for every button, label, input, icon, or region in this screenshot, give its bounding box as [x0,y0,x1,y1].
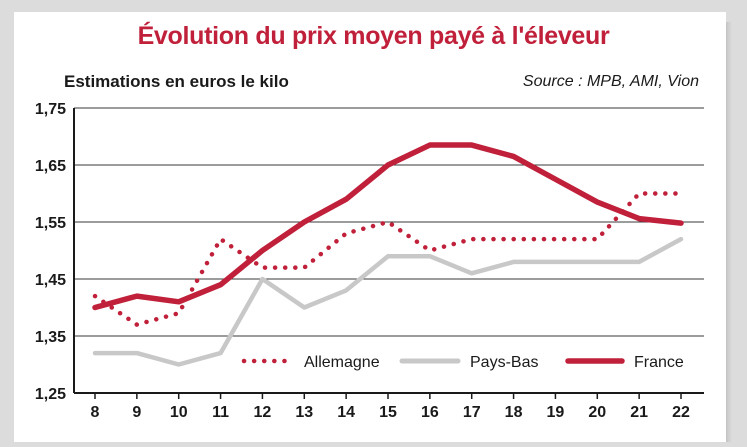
legend-label-france: France [634,354,684,371]
x-tick-label: 13 [295,404,313,421]
y-tick-label: 1,65 [35,158,66,175]
legend-label-allemagne: Allemagne [304,354,380,371]
y-tick-label: 1,45 [35,272,66,289]
x-tick-label: 16 [421,404,439,421]
y-tick-label: 1,35 [35,329,66,346]
x-tick-label: 14 [337,404,355,421]
x-tick-label: 8 [91,404,100,421]
x-tick-label: 17 [463,404,481,421]
y-tick-label: 1,75 [35,101,66,118]
line-chart: 1,75 1,65 1,55 1,45 1,35 1,25 8 9 10 11 12 13 14 15 1… [0,0,747,447]
x-tick-label: 12 [254,404,272,421]
series-lines [95,145,681,364]
x-tick-label: 10 [170,404,188,421]
x-tick-label: 9 [132,404,141,421]
x-tick-label: 18 [505,404,523,421]
x-tick-label: 11 [212,404,229,421]
x-tick-labels: 8 9 10 11 12 13 14 15 16 17 18 19 20 21 22 [91,393,690,421]
series-line-france [95,145,681,307]
y-tick-label: 1,55 [35,215,66,232]
x-tick-label: 22 [672,404,690,421]
x-tick-label: 19 [547,404,565,421]
y-tick-labels: 1,75 1,65 1,55 1,45 1,35 1,25 [35,101,66,403]
x-tick-label: 15 [379,404,397,421]
y-tick-label: 1,25 [35,386,66,403]
x-tick-label: 21 [630,404,648,421]
legend-label-pays-bas: Pays-Bas [470,354,538,371]
legend: Allemagne Pays-Bas France [236,345,688,377]
x-tick-label: 20 [588,404,606,421]
